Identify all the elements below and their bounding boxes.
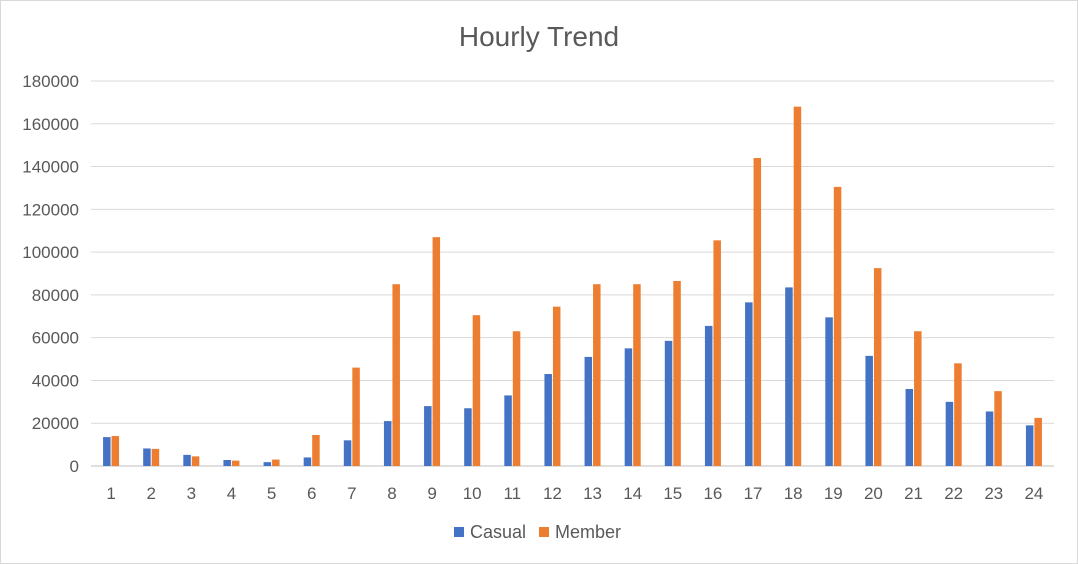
bar-member-9 [432,237,441,466]
x-tick-label: 19 [824,484,843,503]
bar-member-22 [954,363,962,466]
x-tick-label: 12 [543,484,562,503]
x-tick-label: 20 [864,484,883,503]
bar-casual-17 [745,302,753,466]
bar-member-3 [191,456,200,466]
x-tick-label: 23 [984,484,1003,503]
bar-casual-21 [905,389,914,466]
y-tick-label: 160000 [22,115,79,134]
x-tick-label: 11 [503,484,521,503]
y-tick-label: 40000 [32,371,79,390]
y-tick-label: 0 [70,457,79,476]
bar-casual-4 [223,460,231,466]
bar-member-1 [111,436,120,466]
bar-casual-22 [945,401,954,466]
x-tick-label: 10 [463,484,482,503]
bar-casual-1 [103,437,111,466]
x-tick-label: 6 [307,484,316,503]
y-tick-label: 100000 [22,243,79,262]
bar-member-2 [151,448,160,466]
x-tick-label: 22 [944,484,963,503]
x-tick-label: 13 [583,484,602,503]
bar-casual-3 [183,454,191,466]
x-tick-label: 24 [1024,484,1043,503]
x-tick-label: 8 [387,484,396,503]
bar-casual-24 [1025,425,1034,466]
bar-member-4 [231,460,240,466]
x-tick-label: 9 [427,484,436,503]
bar-member-11 [512,331,521,466]
bar-casual-5 [263,462,272,466]
bar-member-17 [753,158,762,466]
bar-casual-10 [464,408,472,466]
chart-title: Hourly Trend [459,21,619,52]
x-tick-label: 17 [744,484,763,503]
bar-member-8 [392,284,400,466]
bar-casual-15 [664,340,673,466]
bar-casual-6 [303,457,312,466]
x-tick-label: 21 [904,484,923,503]
bar-member-23 [994,391,1002,466]
bar-casual-14 [624,348,633,466]
bar-casual-12 [544,374,552,466]
legend-swatch-member [539,527,549,537]
legend-label-casual: Casual [470,522,526,542]
x-tick-label: 15 [663,484,682,503]
bar-member-5 [272,459,280,466]
bar-member-10 [472,315,481,466]
bar-member-20 [873,268,882,466]
bar-casual-20 [865,355,873,466]
y-tick-label: 180000 [22,72,79,91]
bar-member-15 [673,280,681,466]
y-tick-label: 120000 [22,200,79,219]
bar-casual-2 [143,448,151,466]
bar-member-13 [593,284,601,466]
bar-casual-19 [825,317,833,466]
x-tick-label: 7 [347,484,356,503]
x-tick-label: 16 [703,484,722,503]
bar-casual-23 [985,411,994,466]
legend-swatch-casual [454,527,464,537]
y-tick-label: 60000 [32,329,79,348]
bar-casual-18 [785,287,793,466]
y-tick-label: 140000 [22,158,79,177]
legend-label-member: Member [555,522,621,542]
bar-member-7 [352,367,360,466]
bar-member-12 [552,306,561,466]
bar-member-16 [713,240,721,466]
bar-casual-7 [343,440,352,466]
x-tick-label: 2 [146,484,155,503]
y-tick-label: 80000 [32,286,79,305]
bar-member-21 [914,331,922,466]
bar-casual-8 [383,421,392,466]
bar-casual-11 [504,395,512,466]
x-tick-label: 14 [623,484,642,503]
y-tick-label: 20000 [32,414,79,433]
bar-casual-13 [584,356,593,466]
bar-member-24 [1034,417,1042,466]
x-tick-label: 5 [267,484,276,503]
bar-member-19 [833,186,842,466]
bar-member-6 [312,434,320,466]
bar-member-14 [633,284,641,466]
x-tick-label: 1 [106,484,115,503]
bar-member-18 [793,106,802,467]
x-tick-label: 4 [227,484,236,503]
bar-casual-16 [704,325,713,466]
x-tick-label: 3 [187,484,196,503]
x-tick-label: 18 [784,484,803,503]
bar-casual-9 [424,406,432,466]
